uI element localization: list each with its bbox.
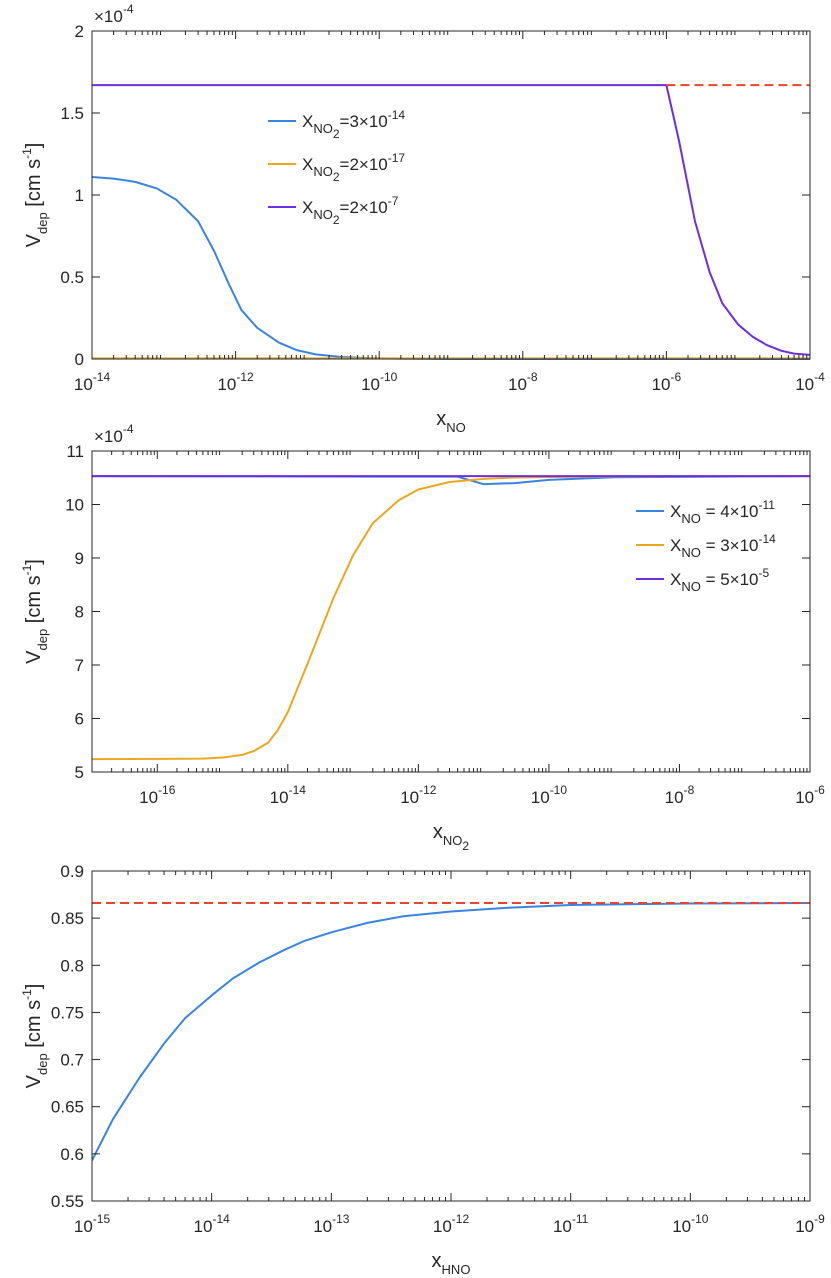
plot-area [92, 451, 810, 772]
x-tick-label: 10-12 [400, 783, 437, 807]
series-group [92, 475, 810, 761]
x-tick-label: 10-10 [672, 1212, 709, 1236]
x-axis-label: xNO [436, 408, 466, 435]
x-tick-label: 10-6 [652, 370, 682, 394]
y-axis-label: Vdep [cm s-1] [20, 984, 50, 1089]
y-axis-label: Vdep [cm s-1] [20, 143, 50, 248]
legend-label-1: XNO2=2×10-17 [302, 151, 405, 184]
chart-middle: 10-16 10-14 10-12 10-10 10-8 10-6 5 6 7 8 9 10 11 ×10… [20, 422, 825, 853]
legend-label-2: XNO2=2×10-7 [302, 194, 399, 227]
plot-area [92, 871, 810, 1201]
y-multiplier: ×10-4 [94, 422, 134, 446]
y-tick-label: 10 [65, 496, 84, 515]
x-axis-label: xHNO [432, 1250, 471, 1277]
x-tick-label: 10-4 [795, 370, 825, 394]
x-tick-label: 10-15 [74, 1212, 111, 1236]
x-tick-label: 10-14 [270, 783, 307, 807]
y-tick-label: 0.7 [60, 1051, 84, 1070]
y-tick-label: 0.65 [51, 1098, 84, 1117]
plot-area [92, 31, 810, 359]
series-line-1 [92, 475, 810, 761]
y-tick-label: 7 [75, 656, 84, 675]
chart-top: 10-14 10-12 10-10 10-8 10-6 10-4 0 0.5 1 1.5 2 ×10-… [20, 2, 825, 435]
y-tick-label: 0.9 [60, 862, 84, 881]
y-tick-label: 0.55 [51, 1192, 84, 1211]
x-tick-label: 10-16 [139, 783, 176, 807]
series-line-0 [92, 902, 810, 1161]
y-tick-label: 5 [75, 763, 84, 782]
y-tick-label: 11 [66, 442, 84, 461]
y-tick-label: 0.75 [51, 1003, 84, 1022]
legend-label-0: XNO = 4×10-11 [670, 498, 775, 526]
series-group [92, 902, 810, 1161]
y-tick-label: 0 [75, 350, 84, 369]
y-tick-label: 1.5 [60, 104, 84, 123]
chart-bottom: 10-15 10-14 10-13 10-12 10-11 10-10 10-9 0.55 0.… [20, 862, 825, 1277]
y-tick-label: 6 [75, 710, 84, 729]
x-tick-label: 10-6 [795, 783, 825, 807]
x-tick-label: 10-8 [665, 783, 695, 807]
y-tick-label: 0.8 [60, 956, 84, 975]
x-tick-label: 10-8 [508, 370, 538, 394]
legend-label-2: XNO = 5×10-5 [670, 566, 770, 594]
x-tick-label: 10-11 [553, 1212, 589, 1236]
x-tick-label: 10-12 [433, 1212, 470, 1236]
x-tick-label: 10-14 [194, 1212, 231, 1236]
legend-label-1: XNO = 3×10-14 [670, 532, 776, 560]
y-tick-label: 2 [75, 22, 84, 41]
series-line-2 [92, 84, 810, 356]
x-tick-label: 10-14 [74, 370, 111, 394]
y-axis-label: Vdep [cm s-1] [20, 559, 50, 664]
y-tick-label: 0.6 [60, 1145, 84, 1164]
x-tick-label: 10-9 [795, 1212, 825, 1236]
y-tick-label: 8 [75, 603, 84, 622]
y-multiplier: ×10-4 [94, 2, 134, 26]
x-tick-label: 10-10 [531, 783, 568, 807]
legend-label-0: XNO2=3×10-14 [302, 108, 405, 141]
x-tick-label: 10-12 [217, 370, 254, 394]
y-tick-label: 9 [75, 549, 84, 568]
x-tick-label: 10-13 [313, 1212, 350, 1236]
x-axis-label: xNO2 [433, 821, 470, 853]
y-tick-label: 1 [75, 186, 84, 205]
y-tick-label: 0.85 [51, 909, 84, 928]
y-tick-label: 0.5 [60, 268, 84, 287]
x-tick-label: 10-10 [361, 370, 398, 394]
